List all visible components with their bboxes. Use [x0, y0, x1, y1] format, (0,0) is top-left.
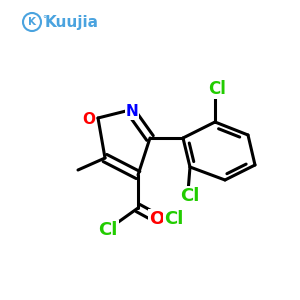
Text: K: K — [28, 17, 36, 27]
Text: O: O — [149, 210, 165, 228]
Text: O: O — [82, 112, 95, 128]
Text: Cl: Cl — [98, 221, 118, 239]
Text: °: ° — [42, 15, 46, 24]
Text: Kuujia: Kuujia — [45, 16, 99, 31]
Text: Cl: Cl — [208, 80, 226, 98]
Text: N: N — [126, 104, 138, 119]
Text: Cl: Cl — [164, 210, 184, 228]
Text: Cl: Cl — [180, 187, 200, 205]
